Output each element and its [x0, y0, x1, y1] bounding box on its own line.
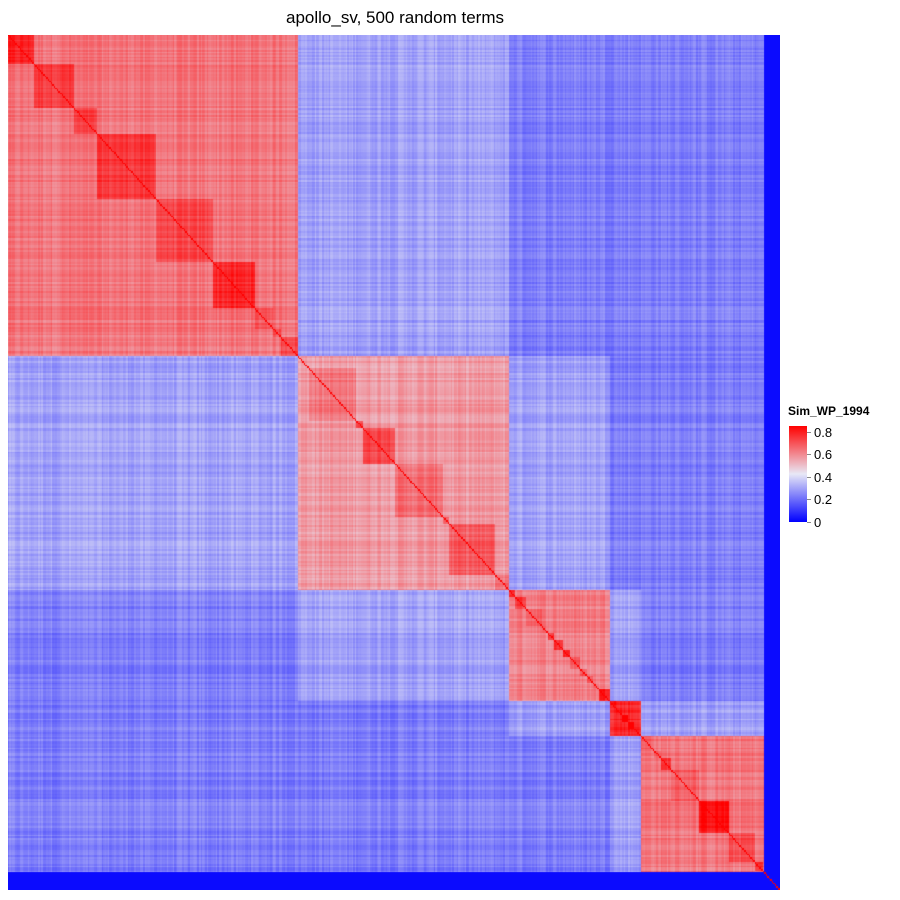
similarity-heatmap: [8, 35, 780, 890]
legend-colorbar: [789, 426, 807, 522]
legend-tick-label: 0: [814, 515, 822, 530]
legend-tick-mark: [807, 522, 811, 523]
legend-tick-label: 0.2: [814, 492, 833, 508]
legend-tick-mark: [807, 476, 811, 478]
legend-tick-mark: [807, 431, 811, 433]
legend-tick-mark: [807, 454, 811, 456]
legend-tick-label: 0.8: [814, 424, 833, 440]
legend-title: Sim_WP_1994: [788, 404, 870, 418]
legend-tick-label: 0.6: [814, 447, 833, 463]
legend-tick-mark: [807, 499, 811, 501]
legend-tick-label: 0.4: [814, 469, 833, 485]
color-legend: Sim_WP_1994 0 0.2 0.4 0.6 0.8: [788, 404, 898, 529]
chart-title: apollo_sv, 500 random terms: [286, 8, 504, 27]
